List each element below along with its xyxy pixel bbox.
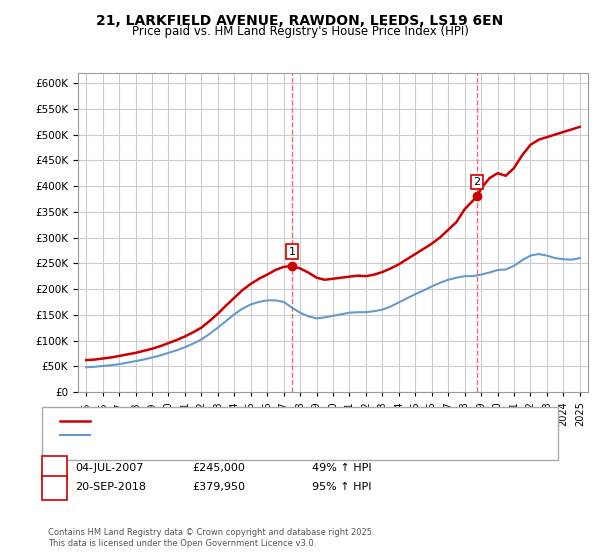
Text: 21, LARKFIELD AVENUE, RAWDON, LEEDS, LS19 6EN (semi-detached house): 21, LARKFIELD AVENUE, RAWDON, LEEDS, LS1… <box>96 416 476 426</box>
Text: 49% ↑ HPI: 49% ↑ HPI <box>312 463 371 473</box>
Text: HPI: Average price, semi-detached house, Leeds: HPI: Average price, semi-detached house,… <box>96 430 337 440</box>
Text: 2: 2 <box>473 177 481 187</box>
Text: 2: 2 <box>51 482 58 492</box>
Text: 04-JUL-2007: 04-JUL-2007 <box>75 463 143 473</box>
Text: Contains HM Land Registry data © Crown copyright and database right 2025.
This d: Contains HM Land Registry data © Crown c… <box>48 528 374 548</box>
Text: 21, LARKFIELD AVENUE, RAWDON, LEEDS, LS19 6EN: 21, LARKFIELD AVENUE, RAWDON, LEEDS, LS1… <box>97 14 503 28</box>
Text: 1: 1 <box>289 246 295 256</box>
Text: 20-SEP-2018: 20-SEP-2018 <box>75 482 146 492</box>
Text: 95% ↑ HPI: 95% ↑ HPI <box>312 482 371 492</box>
Text: £245,000: £245,000 <box>192 463 245 473</box>
Text: £379,950: £379,950 <box>192 482 245 492</box>
Text: 1: 1 <box>51 463 58 473</box>
Text: Price paid vs. HM Land Registry's House Price Index (HPI): Price paid vs. HM Land Registry's House … <box>131 25 469 38</box>
